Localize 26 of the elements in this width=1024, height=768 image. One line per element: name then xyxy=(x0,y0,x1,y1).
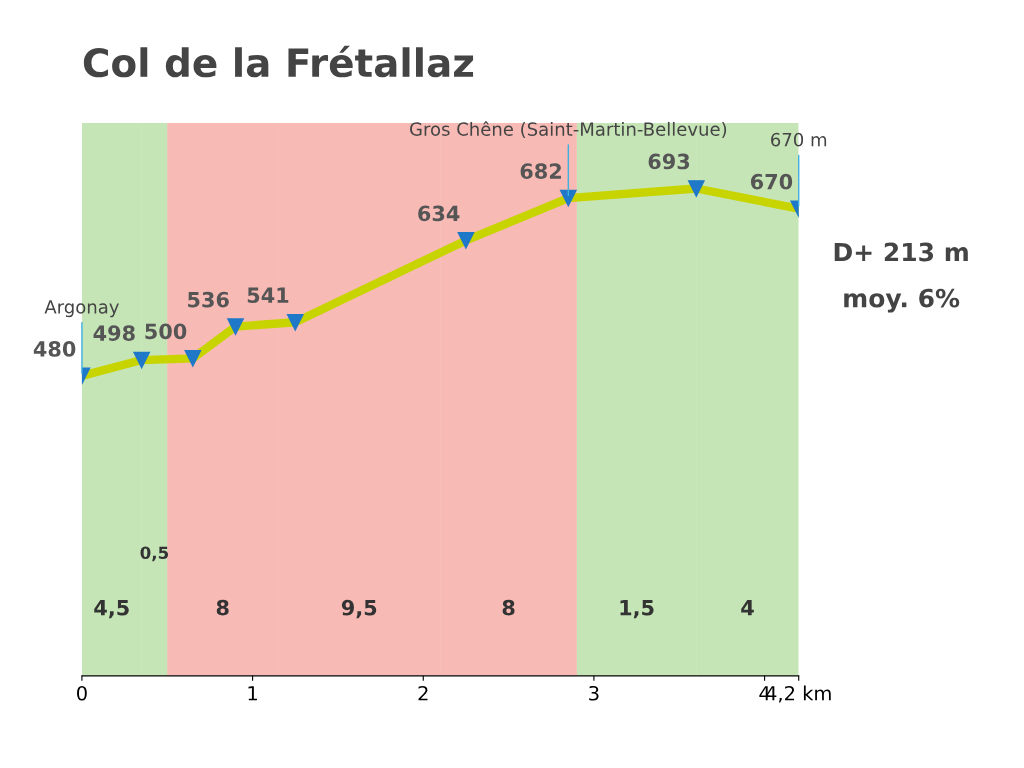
data-label: 670 xyxy=(750,173,793,190)
text: D+ 213 m xyxy=(834,242,968,262)
annotation: 670 m xyxy=(771,132,827,147)
band-label: 4,5 xyxy=(94,600,129,619)
data-label: 536 xyxy=(188,291,229,308)
band-label: 9,5 xyxy=(341,599,377,619)
data-label: 634 xyxy=(418,205,460,222)
band-label: 8 xyxy=(502,599,515,616)
text: moy. 6% xyxy=(844,288,960,313)
annotation: Gros Chêne (Saint-Martin-Bellevue) xyxy=(410,121,727,139)
band-label: 4 xyxy=(741,600,754,616)
chart-title: Col de la Frétallaz xyxy=(83,45,474,78)
data-label: 693 xyxy=(648,153,690,170)
data-label: 500 xyxy=(145,323,187,340)
data-label: 682 xyxy=(520,163,561,180)
band-label: 1,5 xyxy=(620,600,654,619)
x-tick-label: 2 xyxy=(418,685,428,701)
band-label: 8 xyxy=(216,599,229,616)
x-tick-label: 1 xyxy=(248,686,257,701)
data-label: 498 xyxy=(93,325,135,341)
annotation: Argonay xyxy=(44,300,119,318)
band-label: 0,5 xyxy=(140,546,169,562)
x-tick-label: 0 xyxy=(77,685,87,701)
data-label: 480 xyxy=(33,341,76,357)
data-label: 541 xyxy=(247,287,289,304)
x-tick-label: 3 xyxy=(589,685,599,701)
